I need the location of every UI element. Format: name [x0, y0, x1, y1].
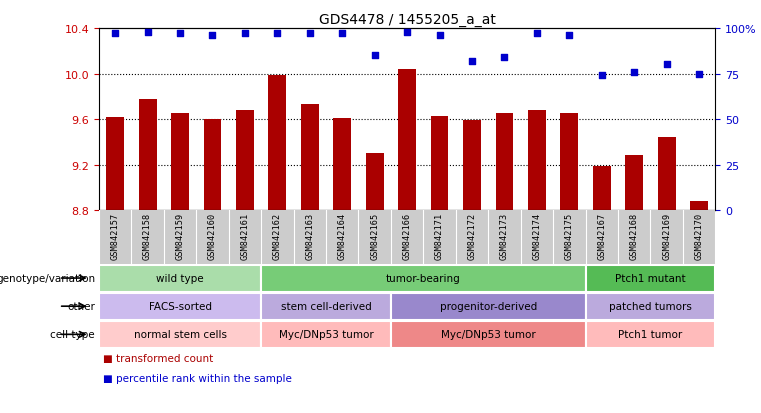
Bar	[366, 154, 384, 211]
Text: ■ transformed count: ■ transformed count	[103, 353, 213, 363]
Bar	[139, 100, 157, 211]
Text: wild type: wild type	[156, 273, 204, 283]
Text: cell type: cell type	[50, 330, 95, 339]
Point	[434, 33, 446, 40]
Text: genotype/variation: genotype/variation	[0, 273, 95, 283]
Bar	[560, 114, 578, 211]
Text: GSM842159: GSM842159	[176, 212, 184, 259]
Text: GSM842163: GSM842163	[305, 212, 314, 259]
Bar	[398, 70, 416, 211]
Text: GSM842174: GSM842174	[533, 212, 541, 259]
Bar	[585, 321, 715, 348]
Text: GSM842158: GSM842158	[143, 212, 152, 259]
Text: stem cell-derived: stem cell-derived	[281, 301, 371, 311]
Bar	[261, 265, 585, 292]
Point	[109, 31, 121, 38]
Text: GSM842162: GSM842162	[273, 212, 282, 259]
Text: Myc/DNp53 tumor: Myc/DNp53 tumor	[441, 330, 536, 339]
Point	[661, 62, 673, 69]
Bar	[463, 121, 481, 211]
Point	[174, 31, 186, 38]
Point	[336, 31, 349, 38]
Point	[498, 55, 511, 61]
Point	[563, 33, 575, 40]
Text: GSM842175: GSM842175	[565, 212, 574, 259]
Point	[142, 29, 154, 36]
Bar	[333, 119, 351, 211]
Text: ■ percentile rank within the sample: ■ percentile rank within the sample	[103, 373, 291, 383]
Bar	[269, 76, 286, 211]
Point	[531, 31, 543, 38]
Text: GSM842173: GSM842173	[500, 212, 509, 259]
Bar	[203, 120, 221, 211]
Bar	[107, 118, 124, 211]
Bar	[495, 114, 514, 211]
Point	[368, 53, 380, 59]
Text: GSM842172: GSM842172	[467, 212, 476, 259]
Text: Ptch1 tumor: Ptch1 tumor	[619, 330, 683, 339]
Point	[596, 73, 608, 79]
Text: FACS-sorted: FACS-sorted	[148, 301, 212, 311]
Text: GSM842164: GSM842164	[338, 212, 347, 259]
Text: GSM842166: GSM842166	[403, 212, 412, 259]
Bar	[431, 116, 448, 211]
Title: GDS4478 / 1455205_a_at: GDS4478 / 1455205_a_at	[319, 12, 495, 26]
Bar	[99, 265, 261, 292]
Point	[693, 71, 705, 78]
Bar	[261, 321, 391, 348]
Text: Myc/DNp53 tumor: Myc/DNp53 tumor	[279, 330, 374, 339]
Point	[466, 58, 478, 65]
Bar	[690, 202, 708, 211]
Text: GSM842171: GSM842171	[435, 212, 444, 259]
Bar	[236, 111, 254, 211]
Point	[304, 31, 316, 38]
Text: GSM842170: GSM842170	[695, 212, 704, 259]
Point	[401, 29, 413, 36]
Bar	[658, 138, 676, 211]
Bar	[99, 321, 261, 348]
Text: GSM842157: GSM842157	[110, 212, 119, 259]
Text: patched tumors: patched tumors	[609, 301, 692, 311]
Text: Ptch1 mutant: Ptch1 mutant	[615, 273, 686, 283]
Text: GSM842168: GSM842168	[630, 212, 638, 259]
Bar	[391, 321, 585, 348]
Text: GSM842165: GSM842165	[370, 212, 379, 259]
Bar	[171, 114, 189, 211]
Text: tumor-bearing: tumor-bearing	[386, 273, 460, 283]
Text: GSM842167: GSM842167	[597, 212, 607, 259]
Point	[628, 69, 640, 76]
Bar	[528, 111, 546, 211]
Text: progenitor-derived: progenitor-derived	[440, 301, 537, 311]
Bar	[391, 293, 585, 320]
Text: normal stem cells: normal stem cells	[133, 330, 227, 339]
Bar	[261, 293, 391, 320]
Bar	[585, 265, 715, 292]
Text: GSM842160: GSM842160	[208, 212, 217, 259]
Bar	[301, 105, 319, 211]
Point	[239, 31, 251, 38]
Point	[206, 33, 218, 40]
Bar	[593, 166, 611, 211]
Text: GSM842161: GSM842161	[240, 212, 250, 259]
Bar	[585, 293, 715, 320]
Point	[271, 31, 283, 38]
Text: other: other	[67, 301, 95, 311]
Text: GSM842169: GSM842169	[662, 212, 671, 259]
Bar	[626, 156, 643, 211]
Bar	[99, 293, 261, 320]
